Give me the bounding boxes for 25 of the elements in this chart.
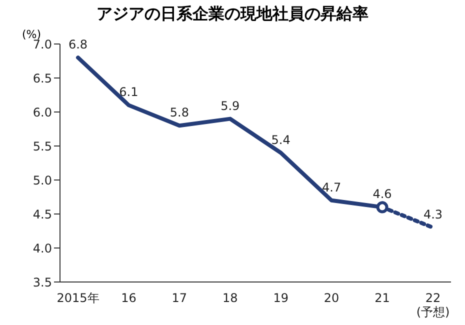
x-tick-label: 21 — [374, 291, 390, 305]
y-tick-label: 5.5 — [32, 139, 52, 154]
chart-title: アジアの日系企業の現地社員の昇給率 — [96, 4, 370, 25]
x-tick-label: 18 — [222, 291, 238, 305]
x-tick-label: 22 (予想) — [416, 291, 450, 319]
x-tick-label: 19 — [273, 291, 288, 305]
y-tick-label: 5.0 — [32, 173, 52, 188]
x-tick-label: 17 — [172, 291, 188, 305]
y-tick-label: 4.5 — [32, 207, 52, 222]
data-label: 4.3 — [423, 208, 443, 222]
data-label: 5.9 — [220, 98, 240, 113]
data-label: 6.1 — [119, 85, 138, 100]
y-tick-label: 6.0 — [32, 105, 52, 120]
data-label: 5.4 — [271, 132, 290, 147]
data-label: 6.8 — [68, 38, 88, 52]
y-tick-label: 4.0 — [32, 241, 52, 256]
data-label: 5.8 — [170, 106, 189, 120]
data-label: 4.6 — [372, 187, 392, 202]
y-tick-label: 3.5 — [32, 275, 52, 290]
y-axis-title: (%) — [22, 28, 42, 41]
x-tick-label: 2015年 — [56, 291, 100, 305]
x-tick-label: 16 — [121, 291, 136, 305]
y-tick-label: 6.5 — [32, 71, 52, 86]
x-tick-label: 20 — [324, 291, 340, 305]
data-label: 4.7 — [322, 180, 342, 194]
